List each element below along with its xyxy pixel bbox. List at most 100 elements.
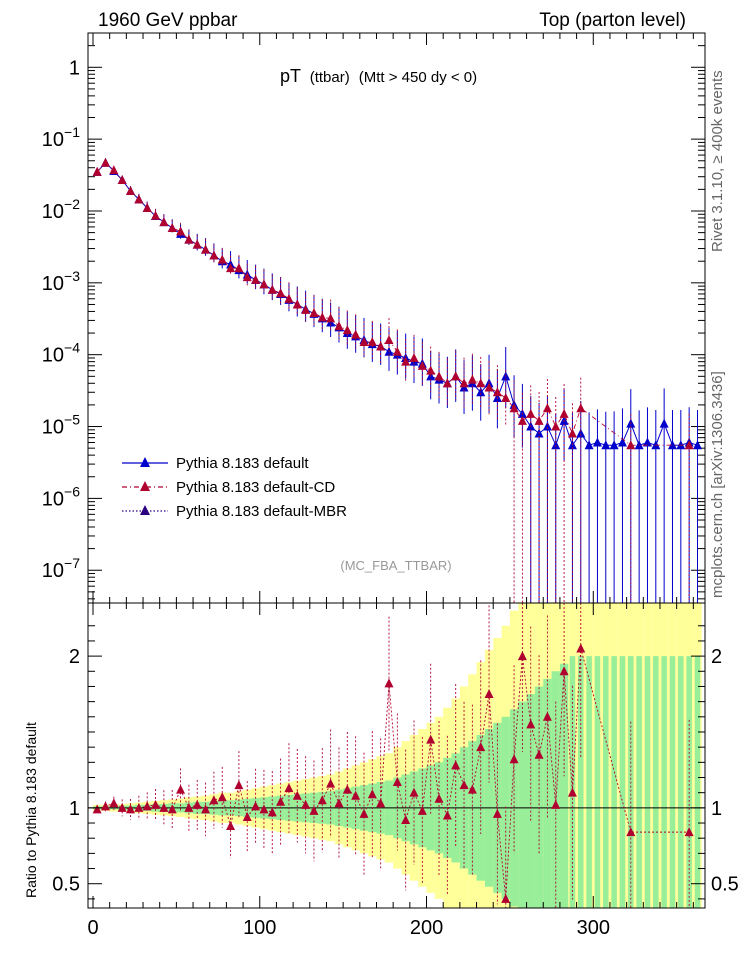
- band-inner-bin: [559, 663, 569, 908]
- cd-point: [301, 304, 311, 314]
- cd-point: [542, 403, 552, 413]
- ratio-y-tick-label-right: 2: [711, 646, 722, 668]
- default-point: [584, 440, 594, 450]
- main-panel: 110−110−210−310−410−510−610−7: [42, 32, 706, 604]
- cd-point: [459, 378, 469, 388]
- cd-point: [467, 374, 477, 384]
- band-inner-bin: [534, 686, 544, 908]
- cd-point: [351, 329, 361, 339]
- analysis-tag: (MC_FBA_TTBAR): [340, 558, 451, 573]
- mcplots-label: mcplots.cern.ch [arXiv:1306.3436]: [709, 371, 726, 598]
- tick-base: 10: [42, 129, 64, 151]
- ratio-cd-point: [109, 798, 119, 808]
- cd-point: [509, 403, 519, 413]
- cd-point: [167, 222, 177, 232]
- default-point: [651, 440, 661, 450]
- tick-exponent: −4: [64, 340, 80, 356]
- default-point: [642, 437, 652, 447]
- cd-point: [501, 392, 511, 402]
- x-tick-labels: 0 100 200 300: [87, 917, 610, 939]
- band-inner-bin: [636, 656, 642, 908]
- cd-point: [401, 356, 411, 366]
- cd-point: [451, 371, 461, 381]
- main-y-tick-label: 1: [69, 57, 80, 79]
- cd-point: [484, 382, 494, 392]
- default-point: [692, 440, 702, 450]
- cd-point: [92, 166, 102, 176]
- ratio-cd-point: [467, 784, 477, 794]
- ratio-cd-point: [392, 777, 402, 787]
- ratio-cd-point: [251, 801, 261, 811]
- band-inner-bin: [661, 656, 667, 908]
- default-point: [576, 428, 586, 438]
- cd-point: [217, 254, 227, 264]
- main-y-tick-label: 10−5: [42, 412, 80, 439]
- cd-point: [159, 217, 169, 227]
- cd-point: [267, 284, 277, 294]
- cd-point: [359, 337, 369, 347]
- energy-title: 1960 GeV ppbar: [98, 10, 238, 31]
- legend-label-default: Pythia 8.183 default: [176, 455, 309, 472]
- ratio-y-tick-labels: 0.5 0.5 1 1 2 2: [52, 646, 739, 896]
- ratio-cd-point: [126, 804, 136, 814]
- tick-base: 10: [42, 345, 64, 367]
- cd-point: [284, 293, 294, 303]
- ratio-cd-point: [367, 789, 377, 799]
- cd-point: [234, 263, 244, 273]
- tick-base: 10: [42, 417, 64, 439]
- ratio-cd-point: [559, 666, 569, 676]
- ratio-cd-point: [401, 814, 411, 824]
- ratio-uncertainty-bands: [93, 603, 702, 908]
- cd-point: [476, 378, 486, 388]
- ratio-cd-point: [334, 798, 344, 808]
- rivet-label: Rivet 3.1.10, ≥ 400k events: [709, 70, 726, 252]
- cd-point: [126, 185, 136, 195]
- cd-series-line: [96, 162, 690, 446]
- band-inner-bin: [686, 656, 692, 908]
- ratio-cd-point: [551, 799, 561, 809]
- plot-title-sub: (ttbar): [310, 69, 350, 86]
- ratio-cd-point: [284, 783, 294, 793]
- band-inner-bin: [619, 656, 626, 908]
- band-inner-bin: [526, 694, 535, 908]
- cd-point: [526, 408, 536, 418]
- default-point: [592, 437, 602, 447]
- ratio-cd-point: [576, 643, 586, 653]
- ratio-cd-point: [542, 711, 552, 721]
- cd-point: [192, 239, 202, 249]
- ratio-cd-point: [484, 689, 494, 699]
- cd-point: [417, 360, 427, 370]
- default-point: [542, 421, 552, 431]
- series-cd-marks: [92, 157, 694, 603]
- plot-title-rest: (Mtt > 450 dy < 0): [359, 69, 477, 86]
- band-inner-bin: [577, 656, 584, 908]
- cd-point: [334, 321, 344, 331]
- ratio-cd-point: [442, 810, 452, 820]
- legend-label-mbr: Pythia 8.183 default-MBR: [176, 503, 347, 520]
- cd-point: [142, 203, 152, 213]
- ratio-cd-point: [501, 893, 511, 903]
- ratio-y-tick-label-right: 0.5: [711, 874, 739, 896]
- main-y-tick-label: 10−3: [42, 268, 80, 295]
- cd-point: [317, 312, 327, 322]
- default-series-line: [96, 161, 698, 447]
- ratio-panel-frame: [87, 602, 706, 909]
- ratio-cd-point: [184, 802, 194, 812]
- ratio-cd-point: [259, 804, 269, 814]
- ratio-cd-point: [159, 802, 169, 812]
- ratio-cd-point: [417, 805, 427, 815]
- tick-exponent: −3: [64, 268, 80, 284]
- cd-point: [109, 165, 119, 175]
- ratio-cd-point: [326, 778, 336, 788]
- legend: Pythia 8.183 default Pythia 8.183 defaul…: [122, 455, 347, 520]
- tick-exponent: −6: [64, 483, 80, 499]
- ratio-cd-point: [567, 787, 577, 797]
- ratio-cd-point: [92, 804, 102, 814]
- x-tick-label: 300: [577, 917, 610, 939]
- cd-point: [684, 440, 694, 450]
- ratio-cd-point: [309, 805, 319, 815]
- cd-point: [276, 288, 286, 298]
- legend-marker-cd: [140, 481, 150, 491]
- tick-base: 10: [42, 273, 64, 295]
